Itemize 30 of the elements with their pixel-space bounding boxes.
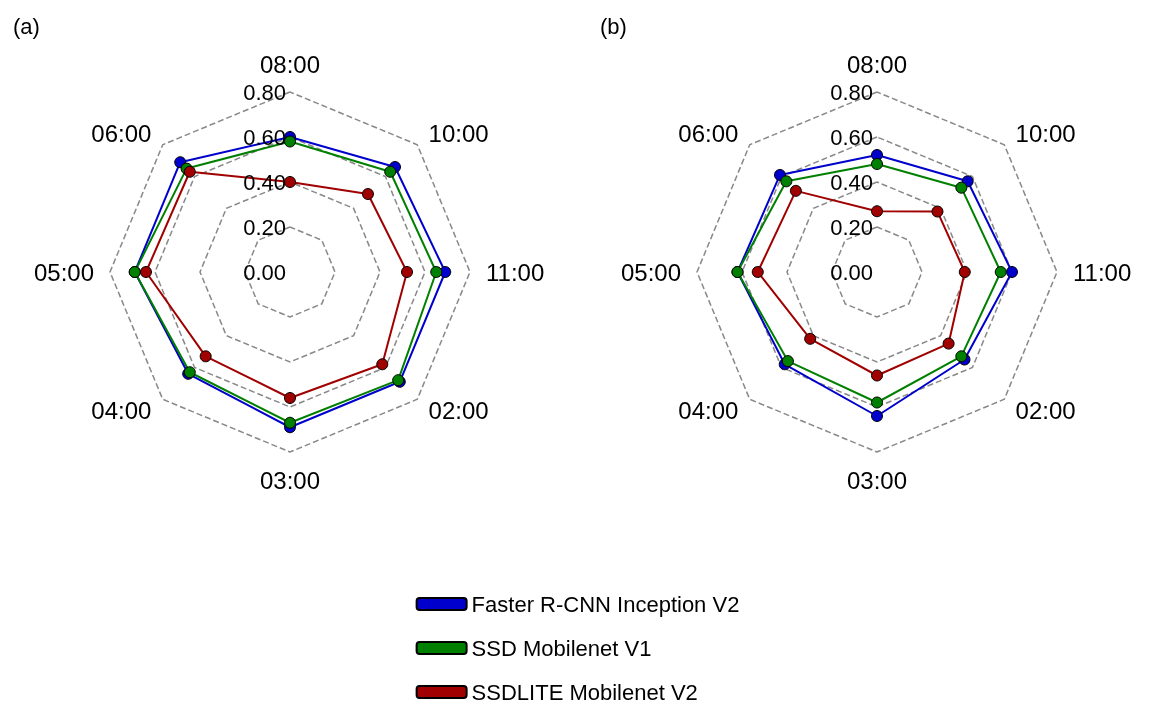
y-tick-label: 0.60 [243,124,286,150]
spoke-label: 02:00 [428,397,489,425]
y-tick-label: 0.00 [830,259,873,285]
spoke-label: 10:00 [428,119,489,147]
legend-label: Faster R-CNN Inception V2 [471,591,740,617]
spoke-label: 05:00 [620,258,681,286]
spoke-label: 05:00 [33,258,94,286]
spoke-label: 03:00 [259,466,321,494]
spoke-label: 06:00 [678,119,739,147]
spoke-label: 11:00 [486,258,545,286]
y-tick-label: 0.80 [830,79,873,105]
y-tick-label: 0.00 [243,259,286,285]
spoke-label: 06:00 [91,119,152,147]
legend-label: SSD Mobilenet V1 [471,635,652,661]
spoke-label: 08:00 [259,50,321,78]
spoke-label: 11:00 [1073,258,1132,286]
spoke-label: 02:00 [1015,397,1076,425]
chart-title: (a) [13,13,40,39]
spoke-label: 04:00 [91,397,152,425]
legend-label: SSDLITE Mobilenet V2 [471,679,698,705]
spoke-label: 04:00 [678,397,739,425]
y-tick-label: 0.40 [830,169,873,195]
spoke-label: 03:00 [846,466,908,494]
y-tick-label: 0.80 [243,79,286,105]
y-tick-label: 0.60 [830,124,873,150]
spoke-label: 10:00 [1015,119,1076,147]
y-tick-label: 0.20 [243,214,286,240]
spoke-label: 08:00 [846,50,908,78]
chart-title: (b) [600,13,627,39]
y-tick-label: 0.20 [830,214,873,240]
